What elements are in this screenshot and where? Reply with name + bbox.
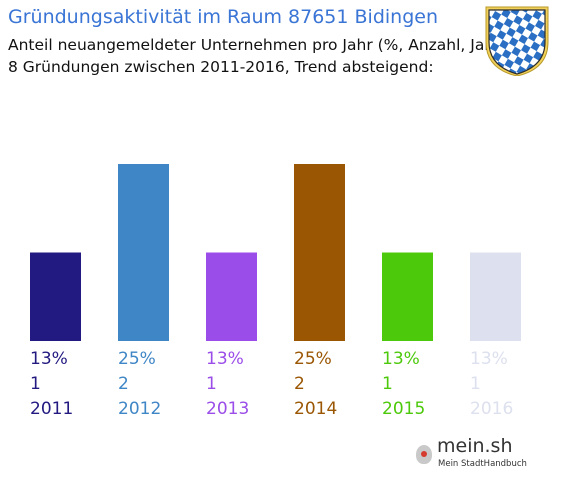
percent-label-2011: 13%	[30, 349, 68, 369]
chart-title: Gründungsaktivität im Raum 87651 Bidinge…	[8, 6, 439, 28]
map-pin-icon	[416, 445, 432, 464]
year-label-2013: 2013	[206, 399, 249, 419]
bar-2013	[206, 252, 257, 341]
percent-label-2014: 25%	[294, 349, 332, 369]
year-label-2014: 2014	[294, 399, 337, 419]
brand-name: mein.sh	[437, 435, 513, 457]
brand-tagline: Mein StadtHandbuch	[438, 459, 527, 469]
year-label-2011: 2011	[30, 399, 73, 419]
count-label-2013: 1	[206, 374, 217, 394]
percent-label-2013: 13%	[206, 349, 244, 369]
bar-2012	[118, 164, 169, 341]
bar-2015	[382, 252, 433, 341]
count-label-2014: 2	[294, 374, 305, 394]
count-label-2015: 1	[382, 374, 393, 394]
year-label-2015: 2015	[382, 399, 425, 419]
bavaria-coat-of-arms-icon	[485, 6, 549, 76]
bar-2016	[470, 252, 521, 341]
chart-summary: 8 Gründungen zwischen 2011-2016, Trend a…	[8, 58, 434, 76]
bar-2014	[294, 164, 345, 341]
bar-2011	[30, 252, 81, 341]
year-label-2012: 2012	[118, 399, 161, 419]
count-label-2016: 1	[470, 374, 481, 394]
percent-label-2015: 13%	[382, 349, 420, 369]
count-label-2012: 2	[118, 374, 129, 394]
count-label-2011: 1	[30, 374, 41, 394]
chart-subtitle: Anteil neuangemeldeter Unternehmen pro J…	[8, 36, 507, 54]
percent-label-2012: 25%	[118, 349, 156, 369]
brand-logo[interactable]: mein.sh Mein StadtHandbuch	[413, 433, 527, 475]
year-label-2016: 2016	[470, 399, 513, 419]
percent-label-2016: 13%	[470, 349, 508, 369]
